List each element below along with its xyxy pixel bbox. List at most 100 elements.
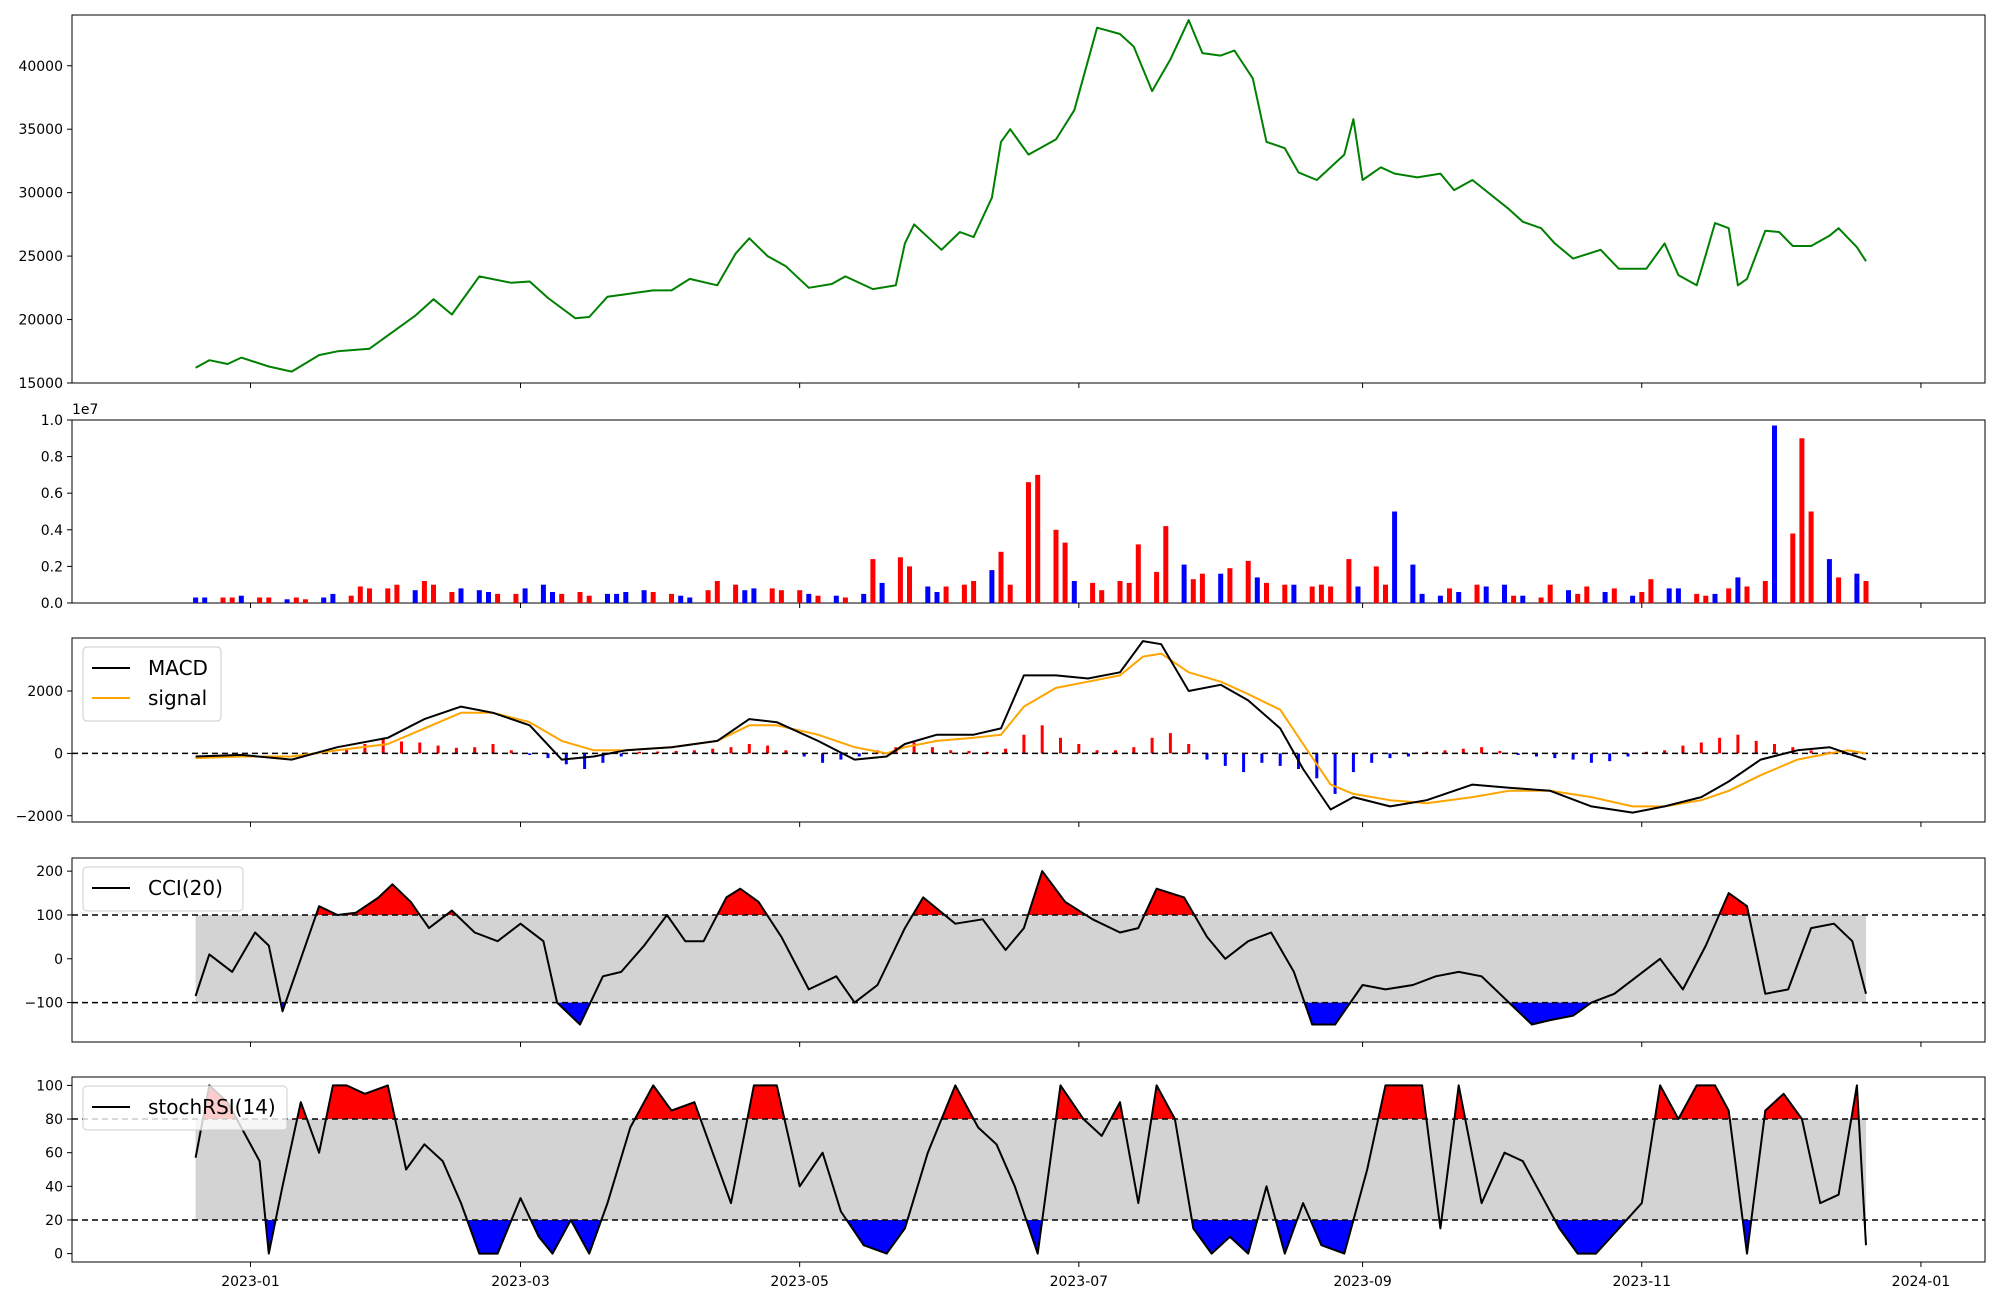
y-tick-label: −100 xyxy=(25,996,63,1012)
volume-bar xyxy=(751,588,757,603)
legend-label: stochRSI(14) xyxy=(148,1095,276,1119)
macd-histogram-bar xyxy=(1168,733,1172,754)
volume-bar xyxy=(1355,586,1361,603)
macd-histogram-bar xyxy=(1443,750,1447,754)
volume-bar xyxy=(321,597,327,603)
y-tick-label: 0.2 xyxy=(41,559,63,575)
volume-bar xyxy=(1392,511,1398,603)
volume-bar xyxy=(1547,584,1553,603)
volume-bar xyxy=(229,597,235,603)
macd-histogram-bar xyxy=(692,750,696,754)
macd-histogram-bar xyxy=(601,753,605,763)
legend-box xyxy=(82,646,222,722)
volume-bar xyxy=(394,584,400,603)
volume-bar xyxy=(1245,560,1251,603)
macd-histogram-bar xyxy=(1040,725,1044,754)
volume-bar xyxy=(1346,559,1352,603)
volume-bar xyxy=(1790,533,1796,603)
volume-bar xyxy=(833,595,839,603)
volume-bar xyxy=(1181,564,1187,603)
x-tick-label: 2023-01 xyxy=(221,1274,280,1290)
price-line xyxy=(195,19,1867,373)
volume-bar xyxy=(421,581,427,603)
volume-bar xyxy=(367,588,372,603)
oversold-fill xyxy=(265,1220,1866,1254)
plot-frame xyxy=(71,857,1986,1043)
macd-histogram-bar xyxy=(638,751,641,754)
volume-bar xyxy=(1135,544,1141,603)
macd-histogram-bar xyxy=(656,751,660,754)
macd-histogram-bar xyxy=(1608,753,1612,762)
volume-bar xyxy=(1154,571,1160,603)
macd-histogram-bar xyxy=(583,753,587,769)
y-tick-label: 20000 xyxy=(18,313,63,329)
macd-histogram-bar xyxy=(839,753,843,760)
volume-bar xyxy=(238,595,244,603)
macd-histogram-bar xyxy=(1736,734,1740,754)
macd-histogram-bar xyxy=(1059,737,1062,754)
indicator-line xyxy=(194,870,1867,1026)
volume-bar xyxy=(1071,581,1077,603)
volume-bar xyxy=(705,590,711,603)
volume-bar xyxy=(1218,573,1224,603)
volume-bar xyxy=(1666,588,1672,603)
macd-histogram-bar xyxy=(930,747,934,754)
legend-label: CCI(20) xyxy=(148,876,223,900)
volume-bar xyxy=(522,588,528,603)
macd-panel: −2000 0 2000 MACD signal xyxy=(16,637,1986,827)
macd-histogram-bar xyxy=(418,742,422,754)
macd-histogram-bar xyxy=(1516,753,1520,755)
volume-bar xyxy=(678,595,684,603)
neutral-band xyxy=(195,914,1867,1003)
macd-histogram-bar xyxy=(1480,747,1484,754)
volume-bar xyxy=(266,597,272,603)
volume-bar xyxy=(1854,573,1860,603)
macd-histogram-bar xyxy=(528,753,532,755)
y-tick-label: 20 xyxy=(45,1213,63,1229)
macd-histogram-bar xyxy=(1351,753,1355,773)
macd-histogram-bar xyxy=(454,747,458,754)
volume-bar xyxy=(1836,577,1842,603)
macd-histogram-bar xyxy=(1022,734,1026,754)
volume-bar xyxy=(1410,564,1416,603)
y-tick-label: 1.0 xyxy=(41,413,63,429)
macd-histogram-bar xyxy=(821,753,825,763)
macd-histogram-bar xyxy=(1553,753,1557,759)
volume-bar xyxy=(1648,579,1654,603)
macd-histogram-bar xyxy=(1535,753,1538,757)
volume-bar xyxy=(1826,559,1832,603)
y-tick-label: 0.6 xyxy=(41,486,63,502)
volume-bar xyxy=(961,584,967,603)
volume-bar xyxy=(769,588,775,603)
macd-histogram-bar xyxy=(1461,748,1465,754)
volume-bar xyxy=(605,593,610,603)
volume-bar xyxy=(1799,438,1805,603)
macd-histogram-bar xyxy=(747,744,751,754)
y-tick-label: 0 xyxy=(54,952,63,968)
volume-bar xyxy=(1566,590,1571,603)
volume-bar xyxy=(495,593,501,603)
volume-bar xyxy=(1762,581,1768,603)
volume-bar xyxy=(385,588,391,603)
volume-bar xyxy=(998,551,1004,603)
volume-bar xyxy=(1291,584,1297,603)
y-tick-label: 0.8 xyxy=(41,450,63,466)
macd-histogram-bar xyxy=(1333,753,1337,794)
volume-bar xyxy=(1227,568,1233,603)
macd-histogram-bar xyxy=(1077,744,1081,754)
macd-histogram-bar xyxy=(1242,753,1246,773)
volume-bar xyxy=(733,584,739,603)
volume-bar xyxy=(1053,529,1059,603)
volume-bar xyxy=(486,592,491,603)
x-tick-label: 2023-07 xyxy=(1050,1274,1109,1290)
macd-histogram-bar xyxy=(1699,742,1703,754)
volume-bar xyxy=(458,588,464,603)
indicator-line xyxy=(194,1084,1867,1255)
legend-label: signal xyxy=(148,686,207,710)
volume-bar xyxy=(1007,584,1013,603)
volume-bar xyxy=(348,595,354,603)
volume-bar xyxy=(1026,482,1031,603)
macd-histogram-bar xyxy=(1663,750,1667,754)
